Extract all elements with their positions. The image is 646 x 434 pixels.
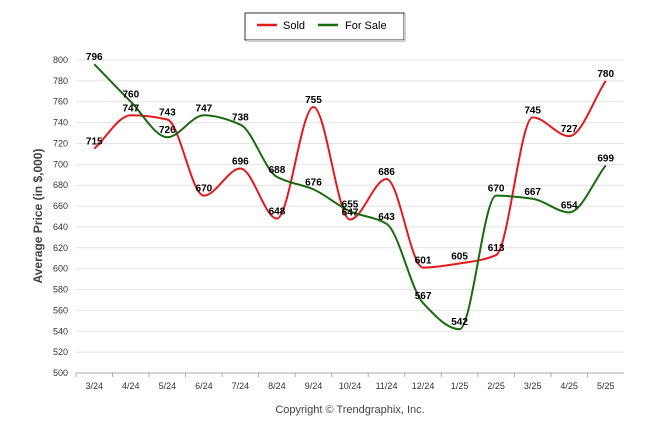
data-label-for-sale: 760 bbox=[122, 90, 139, 101]
data-label-sold: 727 bbox=[561, 124, 578, 135]
legend-box bbox=[244, 12, 405, 41]
x-tick-label: 11/24 bbox=[376, 381, 398, 391]
x-tick-label: 5/25 bbox=[597, 381, 615, 391]
y-tick-label: 800 bbox=[53, 55, 68, 65]
y-tick-label: 760 bbox=[53, 97, 68, 107]
data-label-sold: 648 bbox=[269, 207, 286, 218]
x-tick-label: 3/25 bbox=[524, 381, 542, 391]
y-tick-label: 640 bbox=[53, 222, 68, 232]
series-line-sold bbox=[93, 80, 607, 269]
x-tick-label: 1/25 bbox=[451, 381, 469, 391]
y-tick-label: 520 bbox=[53, 347, 68, 357]
data-label-sold: 755 bbox=[305, 95, 322, 106]
data-label-for-sale: 667 bbox=[524, 187, 541, 198]
data-label-for-sale: 796 bbox=[86, 52, 103, 63]
data-label-sold: 670 bbox=[196, 184, 213, 195]
data-label-for-sale: 747 bbox=[196, 103, 213, 114]
data-label-sold: 605 bbox=[451, 251, 468, 262]
x-tick-label: 12/24 bbox=[412, 381, 435, 391]
legend: Sold For Sale bbox=[244, 12, 406, 42]
x-tick-label: 9/24 bbox=[305, 381, 323, 391]
grid-lines bbox=[76, 59, 624, 353]
data-label-for-sale: 676 bbox=[305, 177, 322, 188]
copyright-footer: Copyright © Trendgraphix, Inc. bbox=[275, 404, 424, 416]
y-tick-label: 700 bbox=[53, 159, 68, 169]
data-label-sold: 686 bbox=[378, 167, 395, 178]
data-label-sold: 696 bbox=[232, 157, 249, 168]
x-tick-label: 2/25 bbox=[487, 381, 505, 391]
y-tick-label: 660 bbox=[53, 201, 68, 211]
y-tick-label: 720 bbox=[53, 138, 68, 148]
y-tick-label: 560 bbox=[53, 305, 68, 315]
data-label-for-sale: 654 bbox=[561, 200, 578, 211]
data-label-sold: 601 bbox=[415, 256, 432, 267]
data-label-sold: 647 bbox=[342, 208, 359, 219]
x-tick-label: 3/24 bbox=[86, 381, 104, 391]
data-label-for-sale: 643 bbox=[378, 212, 395, 223]
y-tick-label: 740 bbox=[53, 118, 68, 128]
x-tick-label: 6/24 bbox=[195, 381, 213, 391]
data-label-for-sale: 655 bbox=[342, 199, 359, 210]
y-axis-label: Average Price (in $,000) bbox=[31, 149, 45, 284]
series-lines bbox=[93, 63, 607, 331]
data-label-sold: 613 bbox=[488, 243, 505, 254]
y-tick-labels: 500 520 540 560 580 600 620 640 660 680 700 720 740 7… bbox=[53, 55, 68, 378]
data-label-for-sale: 738 bbox=[232, 113, 249, 124]
y-tick-label: 500 bbox=[53, 368, 68, 378]
y-tick-label: 780 bbox=[53, 76, 68, 86]
data-label-for-sale: 726 bbox=[159, 125, 176, 136]
data-label-sold: 715 bbox=[86, 137, 103, 148]
data-label-for-sale: 567 bbox=[415, 291, 432, 302]
legend-label-for-sale: For Sale bbox=[345, 20, 387, 32]
data-label-sold: 743 bbox=[159, 107, 176, 118]
legend-label-sold: Sold bbox=[283, 20, 305, 32]
data-label-for-sale: 542 bbox=[451, 317, 468, 328]
data-label-sold: 780 bbox=[597, 69, 614, 80]
x-tick-label: 4/25 bbox=[560, 381, 578, 391]
data-labels: 715 747 743 670 696 648 755 647 686 601 605 613 745 7… bbox=[86, 52, 615, 328]
data-label-sold: 745 bbox=[524, 105, 541, 116]
data-label-for-sale: 699 bbox=[597, 153, 614, 164]
x-tick-label: 7/24 bbox=[232, 381, 250, 391]
x-tick-label: 5/24 bbox=[159, 381, 177, 391]
y-tick-label: 540 bbox=[53, 326, 68, 336]
x-tick-label: 8/24 bbox=[268, 381, 286, 391]
series-line-for-sale bbox=[93, 63, 607, 331]
data-label-for-sale: 688 bbox=[269, 165, 286, 176]
x-tick-labels: 3/24 4/24 5/24 6/24 7/24 8/24 9/24 10/24 11/24 12… bbox=[75, 373, 615, 391]
y-tick-label: 680 bbox=[53, 180, 68, 190]
data-label-sold: 747 bbox=[122, 103, 139, 114]
data-label-for-sale: 670 bbox=[488, 184, 505, 195]
y-tick-label: 620 bbox=[53, 243, 68, 253]
y-tick-label: 580 bbox=[53, 285, 68, 295]
y-tick-label: 600 bbox=[53, 264, 68, 274]
x-tick-label: 10/24 bbox=[339, 381, 362, 391]
x-tick-label: 4/24 bbox=[122, 381, 140, 391]
